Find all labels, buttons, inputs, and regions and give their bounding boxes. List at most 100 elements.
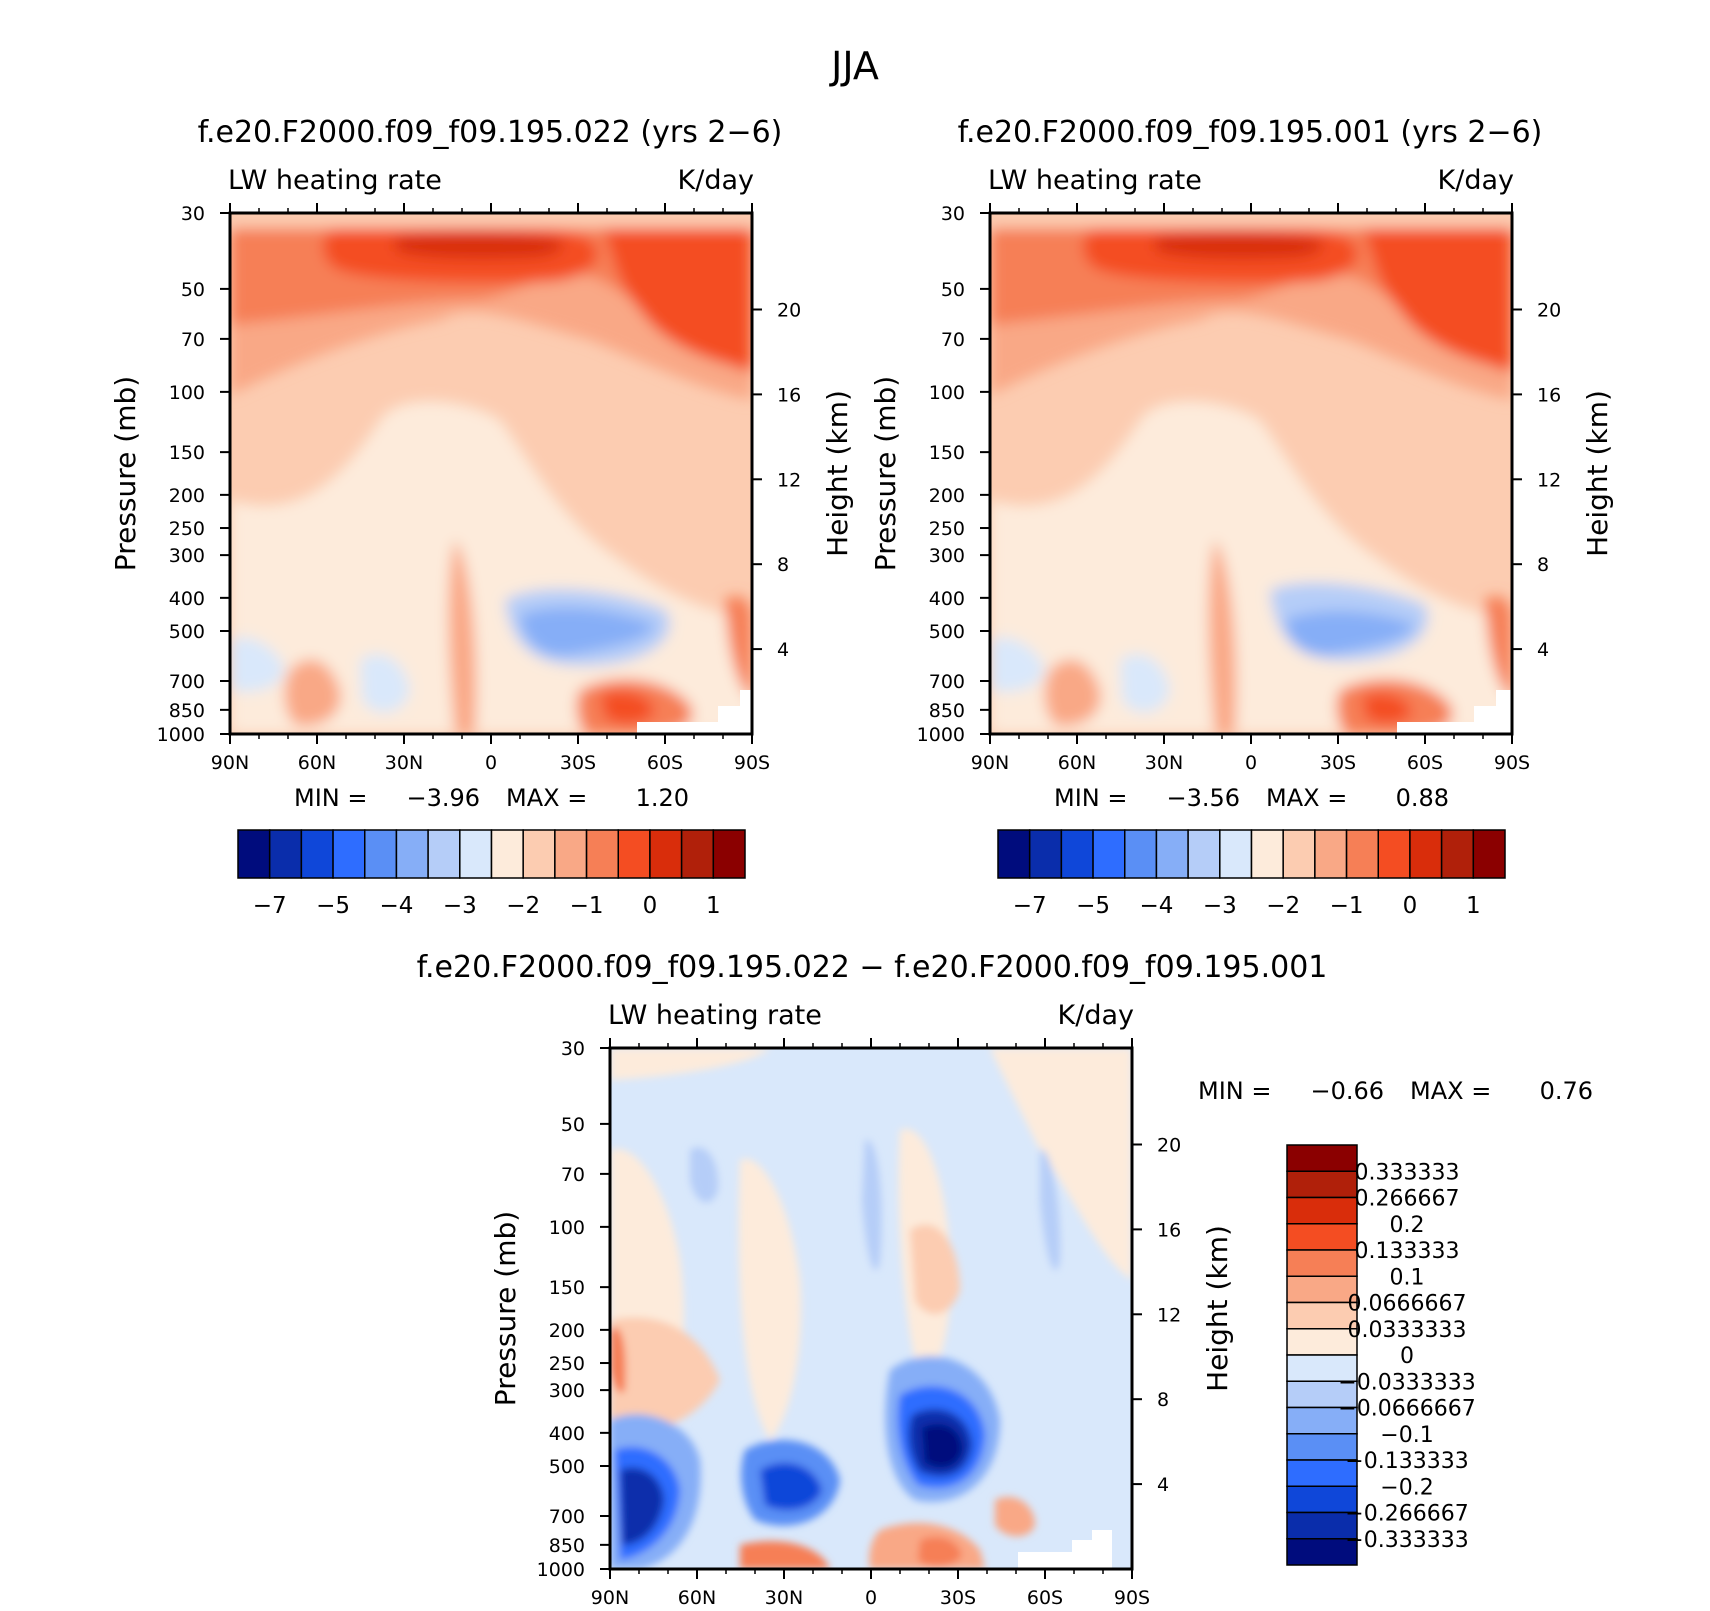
contour-tongue (1208, 540, 1237, 734)
colorbar-swatch (522, 829, 556, 879)
x-tick-label: 90N (211, 752, 249, 774)
contour-lat30-cool (360, 654, 410, 713)
x-tick-label: 0 (485, 752, 497, 774)
colorbar-swatch (1219, 829, 1253, 879)
x-tick-label: 60S (1027, 1587, 1063, 1609)
height-tick-label: 16 (1157, 1219, 1181, 1241)
pressure-tick-label: 200 (549, 1320, 585, 1342)
panel-3: f.e20.F2000.f09_f09.195.022 − f.e20.F200… (417, 950, 1593, 1609)
colorbar-label: −2 (1266, 893, 1300, 919)
colorbar-label: −4 (379, 893, 413, 919)
contour-field (610, 1048, 1132, 1569)
colorbar-swatch (1286, 1144, 1358, 1172)
pressure-tick-label: 300 (929, 545, 965, 567)
colorbar-label: −4 (1139, 893, 1173, 919)
y-axis-title: Pressure (mb) (869, 376, 902, 571)
colorbar-swatch (1345, 829, 1379, 879)
min-value: −3.56 (1166, 784, 1240, 812)
contour-surface-warm-30n (740, 1541, 830, 1569)
colorbar-swatch (1286, 1196, 1358, 1225)
colorbar-swatch (1250, 829, 1284, 879)
units-label: K/day (1438, 165, 1514, 196)
colorbar-label: −3 (1203, 893, 1237, 919)
contour-jet-south (600, 213, 752, 370)
x-tick-label: 90N (971, 752, 1009, 774)
colorbar-swatch (1286, 1328, 1358, 1356)
colorbar-swatch (268, 829, 303, 879)
contour-low-cool-30n-2 (760, 1462, 822, 1510)
y2-axis-title: Height (km) (1581, 390, 1614, 557)
variable-label: LW heating rate (988, 165, 1202, 196)
contour-cool-2 (1285, 610, 1415, 656)
colorbar-swatch (680, 829, 715, 879)
contour-nh-cool (990, 637, 1045, 692)
pressure-tick-label: 300 (549, 1380, 585, 1402)
pressure-tick-label: 400 (929, 588, 965, 610)
colorbar-label: −1 (1330, 893, 1364, 919)
max-value: 0.88 (1396, 784, 1449, 812)
x-tick-label: 30S (940, 1587, 976, 1609)
pressure-tick-label: 50 (181, 279, 205, 301)
contour-nh-surface (1044, 659, 1101, 726)
contour-tropopause-max (395, 232, 564, 259)
contour-surface-warm-30s-2 (918, 1536, 962, 1567)
max-value: 1.20 (636, 784, 689, 812)
pressure-tick-label: 1000 (917, 724, 965, 746)
colorbar-swatch (649, 829, 683, 879)
colorbar-label: 0.0333333 (1348, 1318, 1467, 1343)
x-tick-label: 90S (1114, 1587, 1150, 1609)
variable-label: LW heating rate (228, 165, 442, 196)
x-tick-label: 30S (1320, 752, 1356, 774)
variable-label: LW heating rate (608, 1000, 822, 1031)
contour-field (230, 213, 752, 734)
pressure-tick-label: 150 (169, 442, 205, 464)
colorbar-label: −0.1 (1380, 1423, 1433, 1448)
colorbar-label: −5 (1076, 893, 1110, 919)
colorbar-label: 0 (643, 893, 658, 919)
panel-1: f.e20.F2000.f09_f09.195.022 (yrs 2−6) LW… (109, 115, 854, 919)
colorbar-swatch (459, 829, 493, 879)
pressure-tick-label: 200 (169, 485, 205, 507)
colorbar: 0.3333330.2666670.20.1333330.10.06666670… (1286, 1144, 1476, 1566)
colorbar-label: −0.0666667 (1338, 1397, 1475, 1422)
colorbar-swatch (1286, 1275, 1358, 1304)
pressure-tick-label: 850 (549, 1535, 585, 1557)
pressure-tick-label: 250 (549, 1353, 585, 1375)
colorbar-swatch (554, 829, 588, 879)
colorbar-label: 0.333333 (1355, 1160, 1460, 1185)
contour-warm-band (610, 1317, 720, 1433)
contour-nh-warm-col-2 (738, 1158, 801, 1440)
contour-south-max (1362, 693, 1412, 724)
colorbar-swatch (1286, 1538, 1358, 1566)
x-tick-label: 90N (591, 1587, 629, 1609)
contour-nh-cool (230, 637, 285, 692)
pressure-tick-label: 70 (561, 1164, 585, 1186)
min-value: −0.66 (1310, 1077, 1384, 1105)
x-tick-label: 60N (298, 752, 336, 774)
contour-jet-south (1360, 213, 1512, 370)
x-tick-label: 0 (1245, 752, 1257, 774)
colorbar-label: 0.1 (1390, 1265, 1425, 1290)
panel-title: f.e20.F2000.f09_f09.195.022 (yrs 2−6) (198, 115, 783, 150)
pressure-tick-label: 70 (941, 329, 965, 351)
y-axis-title: Pressure (mb) (489, 1211, 522, 1406)
contour-top (990, 213, 1512, 228)
colorbar-label: 1 (706, 893, 721, 919)
axes: 90N 60N 30N 0 30S 60S 90S 30 50 70 100 150 200 250 300… (869, 203, 1614, 774)
pressure-tick-label: 500 (549, 1456, 585, 1478)
pressure-tick-label: 250 (929, 518, 965, 540)
pressure-tick-label: 1000 (157, 724, 205, 746)
pressure-tick-label: 100 (549, 1217, 585, 1239)
colorbar-swatch (1286, 1249, 1358, 1277)
height-tick-label: 16 (777, 384, 801, 406)
colorbar-label: −3 (443, 893, 477, 919)
height-tick-label: 20 (1157, 1134, 1181, 1156)
contour-cool-col (862, 1139, 882, 1271)
colorbar-swatch (1286, 1485, 1358, 1514)
height-tick-label: 16 (1537, 384, 1561, 406)
contour-warm-60s (995, 1496, 1035, 1537)
min-label: MIN = (294, 784, 367, 812)
pressure-tick-label: 400 (169, 588, 205, 610)
height-tick-label: 12 (1537, 469, 1561, 491)
axes: 90N 60N 30N 0 30S 60S 90S 30 50 70 100 150 200 250 300… (109, 203, 854, 774)
